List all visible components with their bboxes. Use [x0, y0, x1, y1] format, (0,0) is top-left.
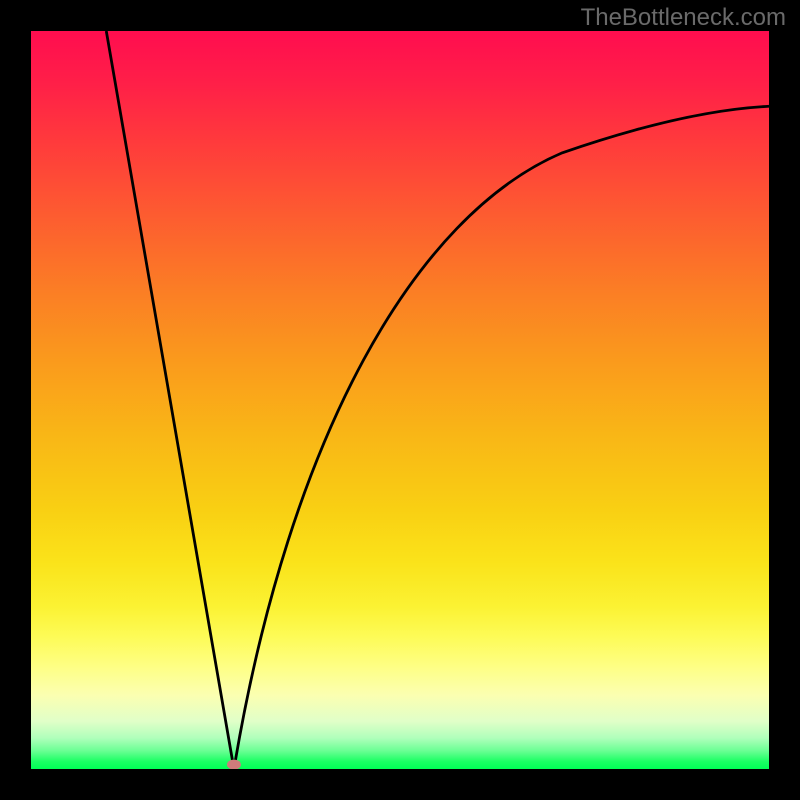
curve-layer: [31, 31, 769, 769]
watermark-text: TheBottleneck.com: [581, 4, 786, 32]
bottleneck-curve: [106, 31, 769, 769]
vertex-marker: [227, 760, 241, 769]
plot-area: [31, 31, 769, 769]
chart-stage: TheBottleneck.com: [0, 0, 800, 800]
